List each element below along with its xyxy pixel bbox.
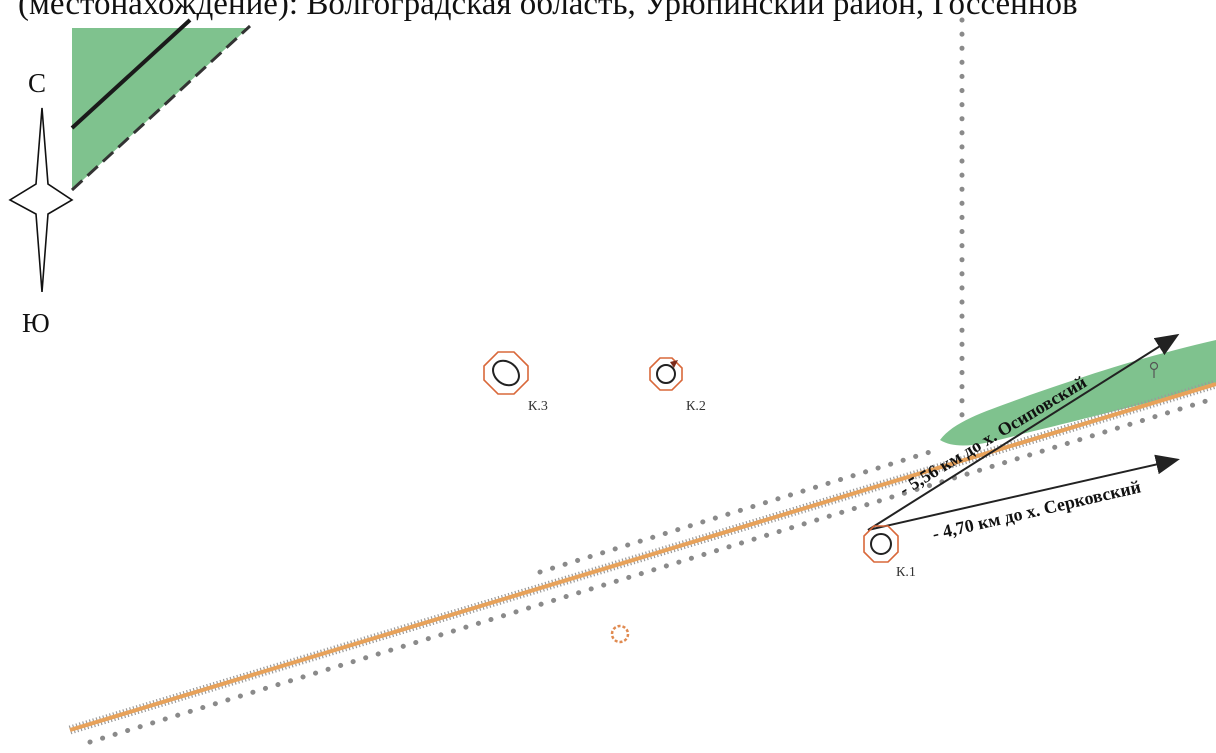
vegetation-patch-right [940,340,1216,446]
header-text: (местонахождение): Волгоградская область… [18,0,1078,22]
tree-symbol-icon [1149,361,1159,378]
compass-rose-icon [8,107,74,293]
compass-south-label: Ю [22,308,50,338]
compass-north-label: С [28,68,47,98]
distance-label-osipovsky: - 5,56 км до х. Осиповский [896,372,1090,500]
marker-k1: К.1 [863,525,916,580]
marker-k3-label: К.3 [528,399,548,414]
vegetation-strip-top-left [70,18,252,192]
arrow-serkovsky [867,454,1180,531]
well-symbol-icon [610,624,630,644]
marker-k2: К.2 [649,357,706,414]
arrow-osipovsky [867,333,1180,531]
marker-k3: К.3 [483,351,548,414]
boundary-line-lower [87,395,1216,745]
boundary-line-upper [537,449,933,575]
marker-k1-label: К.1 [896,565,916,580]
distance-label-serkovsky: - 4,70 км до х. Серковский [930,476,1142,543]
marker-k2-label: К.2 [686,399,706,414]
road [68,379,1216,735]
